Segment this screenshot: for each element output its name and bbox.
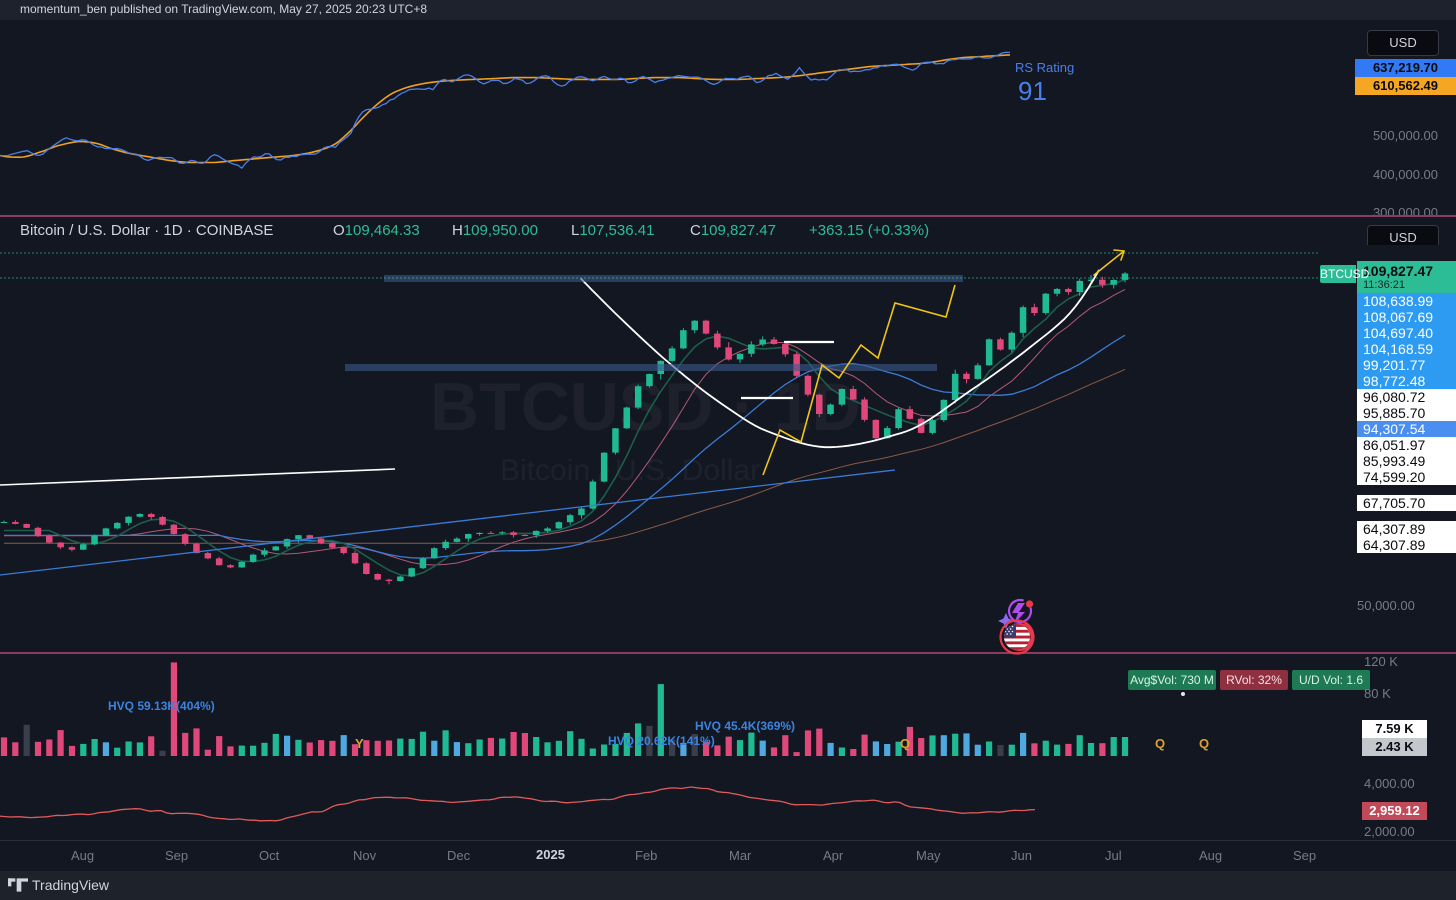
svg-text:Bitcoin / U.S. Dollar: Bitcoin / U.S. Dollar	[500, 454, 760, 487]
svg-text:BTCUSD · 1D: BTCUSD · 1D	[430, 369, 861, 445]
